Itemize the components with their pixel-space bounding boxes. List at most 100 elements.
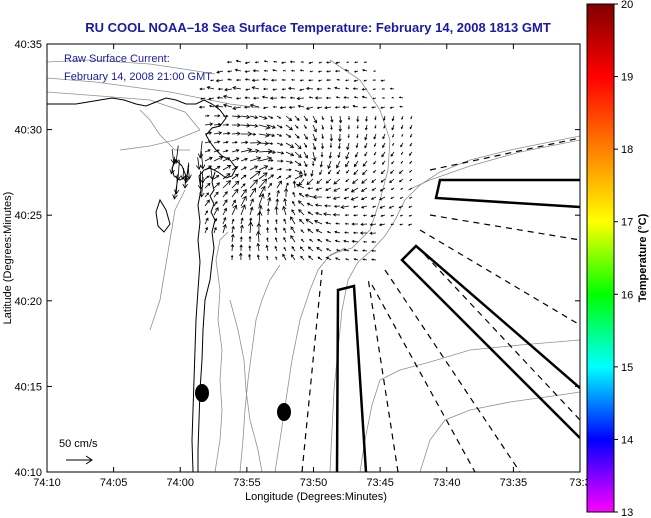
current-vector [380, 79, 386, 82]
current-vector [380, 178, 386, 183]
current-vector [316, 178, 323, 184]
current-vector [409, 151, 413, 156]
current-vector [204, 156, 213, 162]
current-vector [231, 188, 239, 198]
current-vector [363, 79, 368, 82]
current-vector [262, 78, 269, 81]
current-vector [308, 61, 314, 64]
current-vector [204, 217, 209, 225]
current-vector [401, 115, 404, 120]
current-vector [343, 196, 350, 200]
current-vector [276, 175, 282, 180]
current-vector [355, 142, 359, 149]
current-vector [224, 87, 233, 92]
current-vector [389, 178, 395, 183]
y-axis-label: Latitude (Degrees:Minutes) [2, 192, 14, 325]
current-vector [353, 205, 359, 208]
current-vector [298, 209, 305, 216]
current-vector [390, 169, 395, 174]
current-vector [333, 178, 341, 185]
current-vector [299, 88, 305, 91]
current-vector [356, 133, 359, 139]
isobath-contour [239, 264, 281, 472]
current-vector [256, 254, 260, 261]
current-vector [258, 124, 271, 130]
current-vector [266, 227, 269, 234]
current-vector [231, 166, 239, 171]
current-vector [307, 228, 314, 234]
colorbar-tick-label: 18 [621, 144, 633, 156]
current-vector [371, 240, 377, 244]
current-vector [336, 249, 341, 252]
current-vector [256, 242, 261, 252]
current-vector [362, 249, 368, 252]
current-vector [292, 200, 296, 207]
current-vector [318, 61, 323, 64]
current-vector [315, 187, 323, 191]
y-axis-ticks: 40:10 40:15 40:20 40:25 40:30 40:35 [14, 39, 580, 479]
current-vector [222, 114, 229, 118]
current-vector [330, 115, 334, 123]
current-vector [213, 217, 218, 225]
current-vector [231, 173, 239, 180]
current-vector [199, 150, 206, 170]
current-vector [346, 169, 350, 174]
current-vector [362, 69, 368, 72]
current-vector [328, 169, 332, 175]
current-vector [345, 87, 350, 90]
current-vector [317, 79, 323, 82]
current-vector [353, 79, 359, 82]
current-vector [354, 61, 359, 64]
current-vector [347, 133, 350, 139]
current-vector [398, 205, 404, 209]
current-vector [316, 247, 323, 252]
current-vector [231, 140, 238, 144]
current-vector [292, 180, 297, 189]
current-vector [362, 258, 368, 261]
current-vector [324, 106, 332, 110]
current-vector [359, 231, 368, 235]
current-vector [216, 70, 224, 74]
current-vector [248, 221, 254, 234]
current-vector [204, 210, 208, 216]
current-vector [216, 96, 224, 100]
current-vector [204, 131, 213, 135]
current-vector [295, 183, 305, 189]
current-vector [312, 194, 323, 200]
current-vector [204, 122, 214, 127]
current-vector [337, 142, 341, 150]
current-vector [300, 61, 305, 63]
current-vector [390, 151, 395, 157]
current-vector [297, 104, 305, 108]
current-vector [399, 223, 404, 226]
current-vector [382, 142, 386, 149]
current-vector [308, 255, 314, 261]
current-vector [267, 182, 272, 189]
isobath-contour [47, 91, 201, 131]
current-vector [267, 115, 274, 119]
current-vector [274, 237, 278, 243]
current-vector [333, 204, 341, 208]
current-vector [362, 160, 368, 167]
current-vector [208, 97, 215, 101]
current-vector [344, 231, 350, 234]
current-vector [346, 61, 350, 64]
current-vector [231, 225, 235, 234]
current-vector [398, 96, 404, 99]
shipping-lanes [335, 178, 580, 472]
current-vector [276, 180, 282, 189]
current-vector [372, 88, 377, 91]
current-vector [334, 230, 341, 234]
current-vector [398, 178, 404, 183]
isobath-contour [139, 109, 190, 151]
current-vector [352, 104, 359, 108]
current-vector [266, 237, 269, 243]
current-vector [328, 151, 332, 159]
current-vector [184, 164, 190, 182]
current-vector [390, 196, 395, 200]
x-axis-ticks: 74:10 74:05 74:00 73:55 73:50 73:45 73:40 73:35… [33, 44, 591, 489]
current-vector [258, 141, 269, 146]
data-blob [195, 384, 209, 402]
current-vector [362, 106, 368, 109]
current-vector [222, 157, 231, 162]
